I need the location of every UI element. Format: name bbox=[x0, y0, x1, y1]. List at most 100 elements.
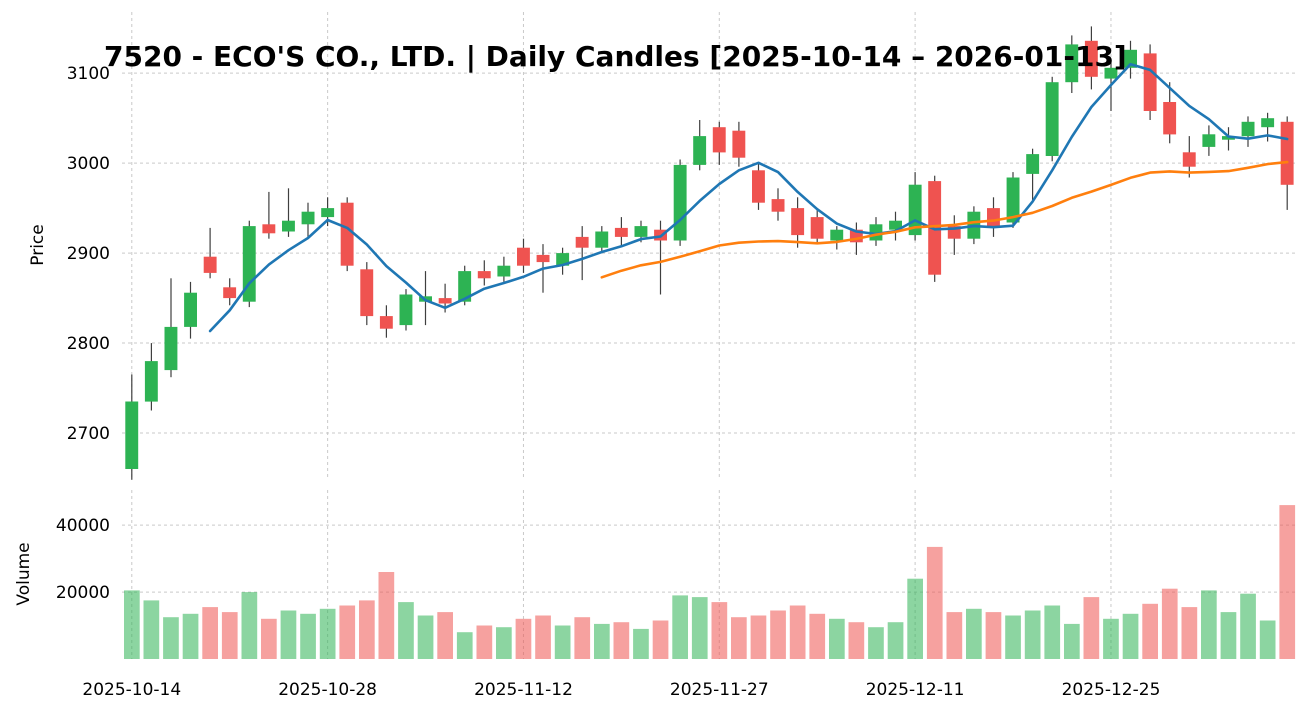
volume-bar bbox=[124, 590, 140, 659]
price-tick-label: 2900 bbox=[67, 244, 110, 264]
candle-body bbox=[223, 287, 237, 299]
volume-bar bbox=[574, 617, 591, 659]
volume-bar bbox=[398, 602, 414, 659]
candle-body bbox=[1124, 49, 1137, 68]
volume-bar bbox=[476, 625, 493, 659]
chart-title: 7520 - ECO'S CO., LTD. | Daily Candles [… bbox=[104, 40, 1127, 73]
volume-bar bbox=[261, 618, 277, 659]
volume-bar bbox=[633, 628, 649, 659]
candle-body bbox=[1222, 136, 1235, 140]
volume-bar bbox=[1220, 612, 1237, 659]
volume-bar bbox=[731, 617, 747, 659]
x-tick-label: 2025-12-25 bbox=[1062, 680, 1161, 700]
volume-bar bbox=[966, 608, 982, 659]
candle-body bbox=[1241, 121, 1255, 137]
volume-tick-label: 20000 bbox=[56, 583, 110, 603]
volume-bar bbox=[789, 605, 806, 659]
volume-bar bbox=[1024, 610, 1041, 659]
volume-bar bbox=[143, 600, 160, 659]
candle-body bbox=[379, 316, 393, 329]
tick-labels: 2700 2800 2900 3000 3100 20000 40000 2025-10-14… bbox=[56, 64, 1160, 700]
x-tick-label: 2025-10-14 bbox=[82, 680, 181, 700]
volume-panel-bg bbox=[122, 490, 1297, 659]
candle-body bbox=[771, 199, 785, 212]
candle-body bbox=[517, 247, 530, 266]
x-tick-label: 2025-11-12 bbox=[474, 680, 573, 700]
price-tick-label: 2700 bbox=[67, 424, 110, 444]
candle-body bbox=[752, 170, 765, 203]
volume-bar bbox=[1064, 623, 1080, 659]
candle-body bbox=[712, 127, 726, 153]
candle-body bbox=[321, 208, 335, 218]
price-tick-label: 3100 bbox=[67, 64, 110, 84]
candle-body bbox=[1104, 67, 1118, 79]
volume-bar bbox=[182, 613, 199, 659]
volume-bar bbox=[691, 597, 708, 659]
volume-bar bbox=[711, 602, 728, 659]
volume-bar bbox=[496, 627, 512, 659]
volume-bar bbox=[1005, 615, 1021, 659]
volume-bar bbox=[202, 607, 218, 659]
x-tick-label: 2025-10-28 bbox=[278, 680, 377, 700]
volume-bar bbox=[1259, 620, 1276, 659]
volume-bar bbox=[985, 612, 1002, 659]
candle-body bbox=[1182, 152, 1196, 167]
volume-tick-label: 40000 bbox=[56, 516, 110, 536]
candle-body bbox=[1045, 82, 1059, 156]
volume-axis-label: Volume bbox=[14, 542, 34, 606]
volume-bar bbox=[1201, 590, 1217, 659]
candle-body bbox=[438, 298, 452, 304]
volume-bar bbox=[1181, 607, 1198, 659]
price-tick-label: 2800 bbox=[67, 334, 110, 354]
x-tick-label: 2025-12-11 bbox=[866, 680, 965, 700]
volume-bar bbox=[456, 632, 473, 659]
volume-bar bbox=[848, 622, 865, 659]
price-tick-label: 3000 bbox=[67, 154, 110, 174]
candles bbox=[125, 26, 1294, 480]
candle-body bbox=[125, 401, 139, 469]
candle-body bbox=[1163, 102, 1177, 135]
candle-body bbox=[164, 326, 178, 371]
volume-bar bbox=[809, 613, 826, 659]
candle-body bbox=[301, 211, 315, 225]
candle-body bbox=[497, 265, 511, 277]
candle-body bbox=[732, 130, 746, 158]
volume-bar bbox=[672, 595, 688, 659]
price-panel-bg bbox=[122, 12, 1297, 478]
candle-body bbox=[1026, 154, 1040, 174]
candle-body bbox=[242, 226, 256, 302]
volume-bar bbox=[613, 622, 630, 659]
candle-body bbox=[673, 164, 687, 241]
candle-body bbox=[1261, 118, 1275, 128]
volume-bar bbox=[594, 623, 610, 659]
candle-body bbox=[634, 226, 648, 237]
volume-bar bbox=[770, 610, 786, 659]
candle-body bbox=[282, 220, 295, 232]
candle-body bbox=[1202, 134, 1216, 147]
candle-body bbox=[536, 254, 550, 263]
volume-bar bbox=[1044, 605, 1061, 659]
candle-body bbox=[830, 229, 844, 241]
volume-bar bbox=[417, 615, 434, 659]
volume-bar bbox=[378, 572, 395, 659]
volume-bar bbox=[437, 612, 453, 659]
volume-bar bbox=[339, 605, 356, 659]
candle-body bbox=[1143, 53, 1157, 111]
volume-bar bbox=[1083, 597, 1100, 659]
volume-bar bbox=[359, 600, 375, 659]
volume-bar bbox=[163, 617, 179, 659]
volume-bar bbox=[829, 618, 845, 659]
volume-bar bbox=[1142, 603, 1158, 659]
candle-body bbox=[693, 136, 707, 165]
candle-body bbox=[575, 236, 589, 248]
volume-bar bbox=[750, 615, 767, 659]
candle-body bbox=[1280, 121, 1294, 185]
candle-body bbox=[791, 208, 805, 236]
volume-bar bbox=[241, 592, 258, 659]
volume-bar bbox=[1103, 618, 1119, 659]
candle-body bbox=[262, 224, 276, 234]
candle-body bbox=[595, 231, 609, 248]
candle-body bbox=[556, 253, 570, 266]
candle-body bbox=[184, 292, 197, 327]
